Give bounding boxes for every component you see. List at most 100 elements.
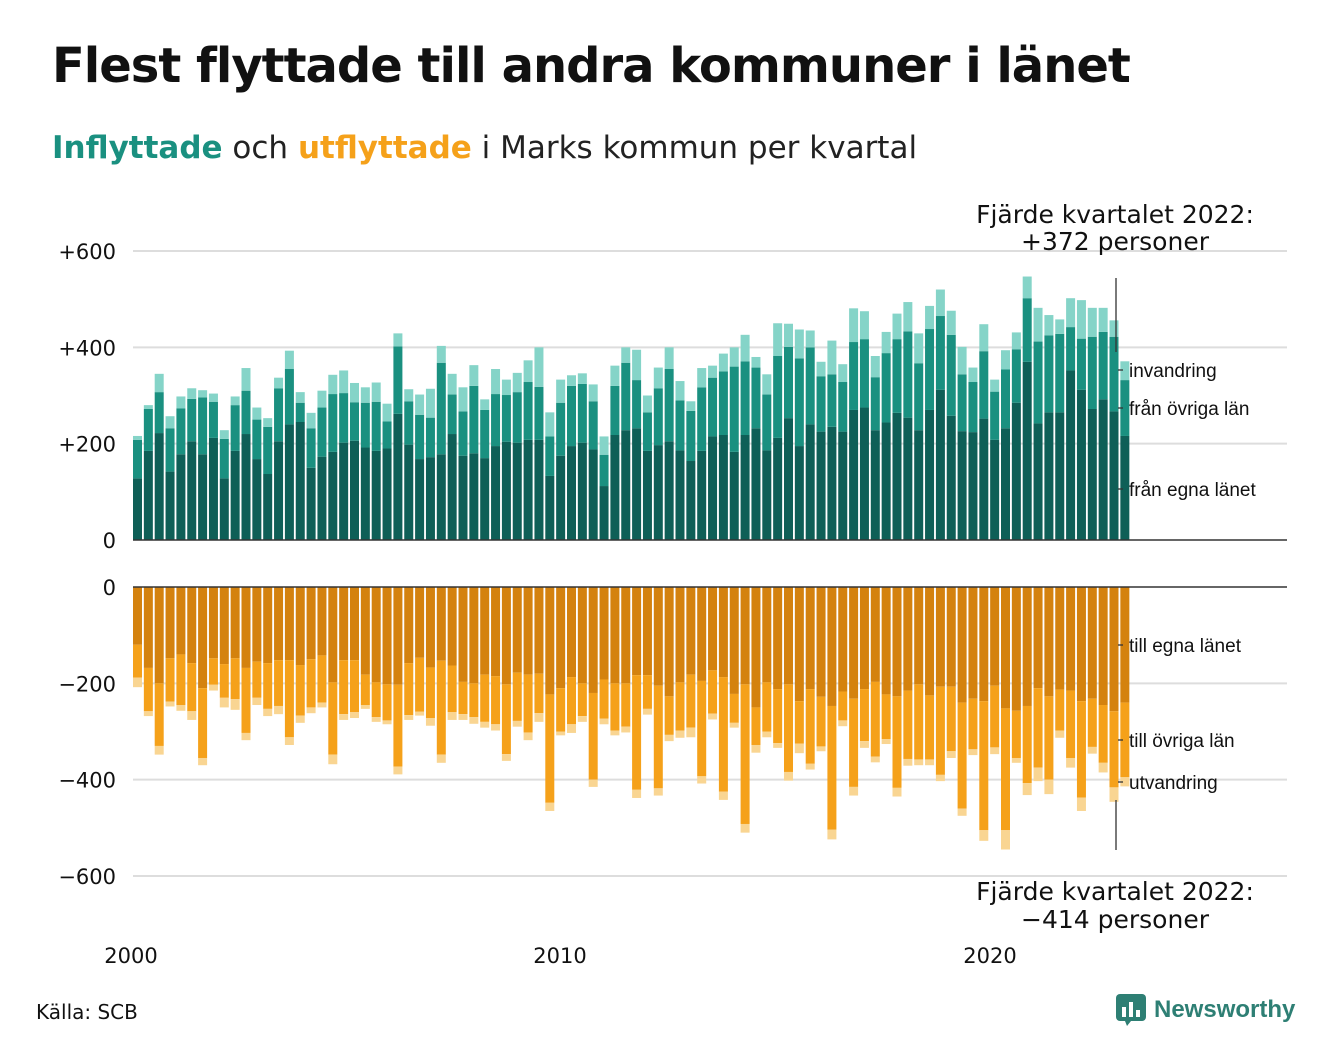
bar-in-immigration (382, 403, 392, 422)
bar-in-other-counties (979, 351, 989, 419)
bar-in-other-counties (382, 421, 392, 449)
bar-out-own-county (653, 587, 663, 686)
bar-in-own-county (946, 415, 956, 540)
bar-in-immigration (1098, 307, 1108, 332)
subtitle-utflyttade: utflyttade (297, 130, 472, 166)
bar-out-own-county (990, 587, 1000, 686)
bar-in-immigration (935, 289, 945, 317)
bar-out-other-counties (838, 691, 848, 721)
bar-in-own-county (1022, 361, 1032, 540)
bar-in-other-counties (360, 402, 370, 448)
bar-out-emigration (263, 708, 273, 717)
bar-out-other-counties (545, 694, 555, 803)
bar-in-own-county (914, 430, 924, 540)
bar-out-other-counties (491, 676, 501, 725)
bar-in-own-county (241, 434, 251, 540)
bar-out-other-counties (849, 698, 859, 787)
bar-out-own-county (534, 587, 544, 674)
bar-in-immigration (545, 412, 555, 437)
bar-in-other-counties (350, 402, 359, 441)
bar-in-other-counties (187, 398, 197, 442)
bar-in-immigration (784, 323, 793, 347)
bar-in-immigration (1066, 298, 1076, 328)
subtitle-och: och (222, 130, 298, 166)
bar-in-immigration (968, 367, 978, 383)
bar-in-other-counties (632, 380, 642, 429)
bar-in-own-county (187, 441, 197, 540)
bar-out-own-county (350, 587, 359, 661)
bar-in-immigration (208, 393, 218, 402)
bars (133, 276, 1130, 850)
bar-out-other-counties (1011, 710, 1021, 758)
bar-in-other-counties (165, 428, 175, 472)
bar-out-other-counties (1001, 708, 1010, 831)
bar-in-immigration (1001, 350, 1010, 370)
bar-out-other-counties (284, 660, 294, 738)
bar-in-immigration (599, 436, 609, 455)
bar-in-immigration (339, 370, 349, 394)
bar-out-other-counties (621, 683, 631, 727)
bar-out-emigration (458, 714, 468, 720)
bar-in-own-county (784, 418, 793, 540)
bar-out-emigration (198, 757, 208, 766)
bar-in-own-county (957, 431, 967, 540)
bar-in-own-county (642, 450, 652, 540)
bar-in-immigration (263, 418, 273, 427)
bar-in-immigration (143, 405, 153, 409)
bar-in-immigration (577, 373, 587, 384)
bar-in-own-county (925, 409, 935, 540)
bar-out-other-counties (729, 693, 739, 723)
bar-in-immigration (610, 365, 620, 386)
bar-out-emigration (773, 743, 783, 748)
bar-in-other-counties (1055, 333, 1065, 413)
bar-in-other-counties (371, 401, 381, 451)
bar-out-other-counties (1033, 688, 1043, 768)
bar-in-other-counties (512, 392, 522, 443)
bar-in-own-county (1001, 428, 1010, 540)
bar-in-immigration (946, 310, 956, 335)
bar-in-other-counties (946, 334, 956, 416)
bar-out-other-counties (1098, 705, 1108, 763)
bar-out-other-counties (577, 683, 587, 717)
bar-out-emigration (306, 707, 316, 714)
bar-out-emigration (1033, 767, 1043, 782)
bar-out-other-counties (263, 663, 273, 709)
bar-out-own-county (1055, 587, 1065, 690)
bar-out-own-county (1044, 587, 1054, 697)
bar-out-other-counties (534, 673, 544, 714)
top-annotation-line1: Fjärde kvartalet 2022: (976, 200, 1254, 229)
bar-out-own-county (154, 587, 164, 684)
bar-in-immigration (762, 374, 772, 395)
bar-in-immigration (567, 375, 576, 386)
segment-label: utvandring (1129, 773, 1218, 794)
bar-out-own-county (729, 587, 739, 694)
bar-out-own-county (849, 587, 859, 699)
bar-out-own-county (360, 587, 370, 675)
bar-in-other-counties (1109, 336, 1119, 412)
bar-out-own-county (686, 587, 696, 675)
bar-in-immigration (523, 360, 533, 383)
bar-out-emigration (925, 759, 935, 766)
bar-out-own-county (1087, 587, 1097, 699)
bar-in-immigration (458, 387, 468, 412)
bar-out-emigration (512, 720, 522, 727)
bar-out-own-county (523, 587, 533, 675)
bar-out-own-county (599, 587, 609, 680)
y-tick-label: 0 (103, 576, 116, 600)
bar-in-other-counties (404, 401, 414, 445)
bar-in-immigration (317, 390, 327, 408)
bar-in-own-county (816, 431, 826, 541)
bar-in-other-counties (534, 386, 544, 440)
bar-out-other-counties (773, 689, 783, 744)
bar-out-own-county (371, 587, 381, 683)
bar-in-other-counties (935, 316, 945, 390)
bar-in-other-counties (295, 402, 305, 422)
bar-out-emigration (870, 756, 880, 763)
bar-out-emigration (805, 763, 815, 770)
bar-in-immigration (274, 377, 284, 389)
bar-in-own-county (284, 424, 294, 540)
bar-in-immigration (165, 416, 175, 429)
bar-in-immigration (219, 430, 229, 439)
bar-out-other-counties (436, 660, 446, 755)
